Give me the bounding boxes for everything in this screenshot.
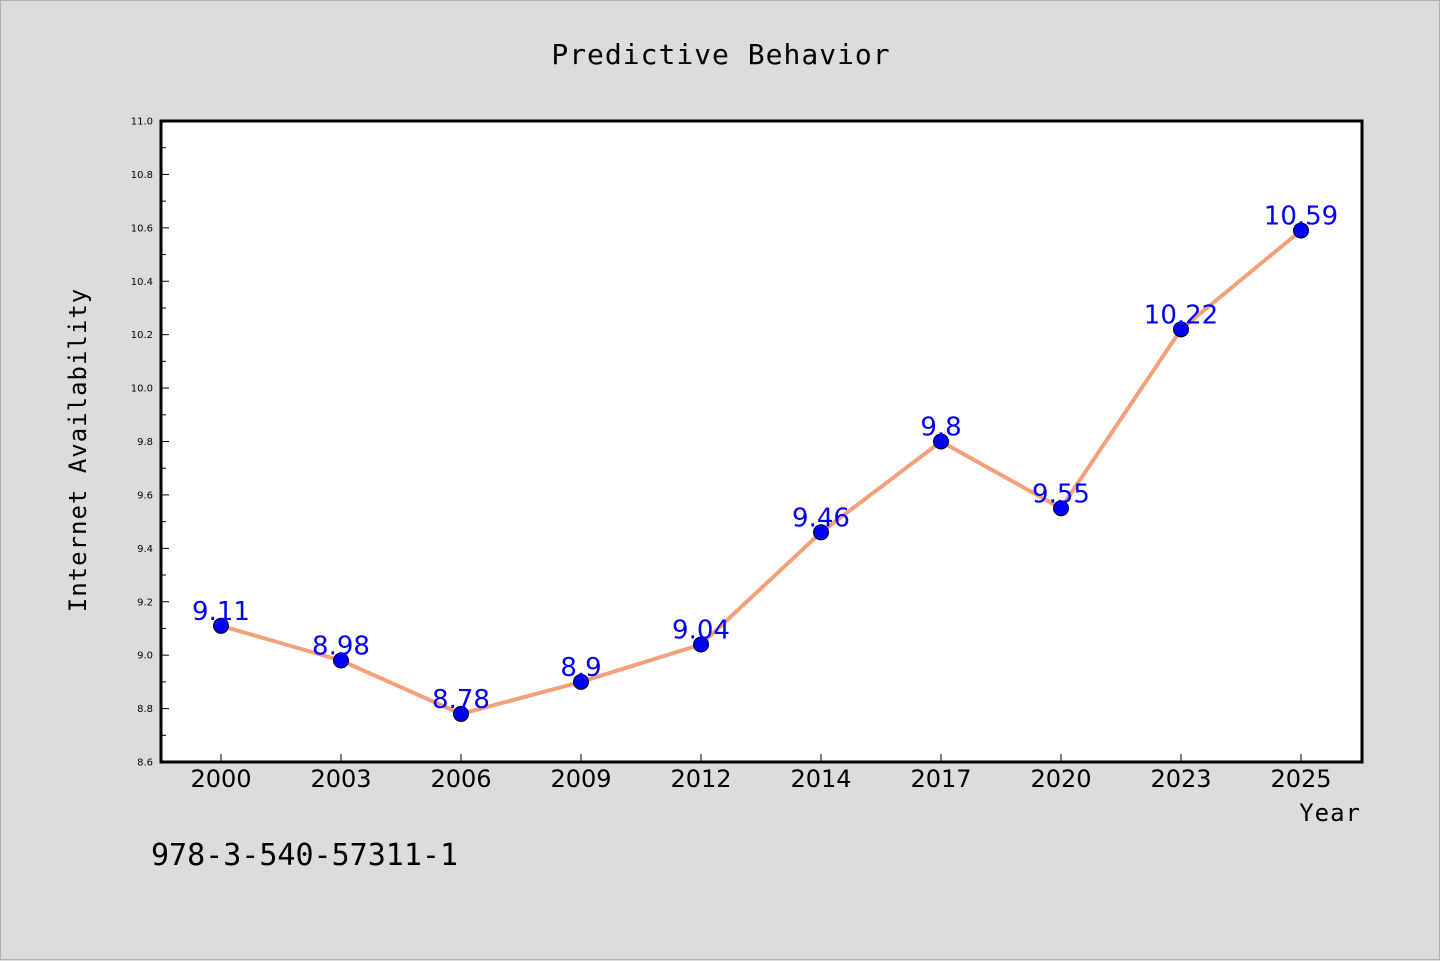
x-tick-label: 2020 xyxy=(1030,765,1091,793)
data-point xyxy=(933,433,949,450)
data-label: 10.22 xyxy=(1144,300,1218,330)
x-tick-label: 2017 xyxy=(910,765,971,793)
y-tick-label: 9.4 xyxy=(137,544,153,555)
x-tick-label: 2012 xyxy=(670,765,731,793)
data-label: 10.59 xyxy=(1264,202,1338,232)
y-tick-label: 9.8 xyxy=(137,437,153,448)
y-tick-label: 8.8 xyxy=(137,704,153,715)
data-label: 9.46 xyxy=(792,503,850,533)
footer-code: 978-3-540-57311-1 xyxy=(151,838,458,873)
x-axis-ticks: 2000 2003 2006 2009 2012 2014 2017 2020 2023 2025 xyxy=(190,754,1332,793)
x-tick-label: 2023 xyxy=(1150,765,1211,793)
data-label: 9.04 xyxy=(672,615,730,645)
y-axis-ticks: 8.6 8.8 9.0 9.2 9.4 9.6 9.8 10.0 10.2 10.4 10.6 10.… xyxy=(131,117,169,769)
x-tick-label: 2000 xyxy=(190,765,251,793)
data-label: 8.78 xyxy=(432,685,490,715)
data-label: 8.98 xyxy=(312,632,370,662)
y-tick-label: 9.2 xyxy=(137,597,153,608)
data-point xyxy=(693,636,709,653)
data-label: 9.8 xyxy=(920,413,961,443)
x-tick-label: 2006 xyxy=(430,765,491,793)
series-line xyxy=(220,228,1303,716)
y-tick-label: 10.6 xyxy=(131,223,153,234)
x-axis-label: Year xyxy=(1299,799,1361,827)
data-point xyxy=(453,705,469,722)
data-label: 8.9 xyxy=(560,653,601,683)
data-point xyxy=(813,524,829,541)
data-label: 9.55 xyxy=(1032,479,1090,509)
x-tick-label: 2014 xyxy=(790,765,851,793)
y-tick-label: 8.6 xyxy=(137,758,153,769)
x-tick-label: 2025 xyxy=(1270,765,1331,793)
y-tick-label: 9.6 xyxy=(137,490,153,501)
data-label: 9.11 xyxy=(192,597,250,627)
data-point xyxy=(213,617,229,634)
y-tick-label: 10.4 xyxy=(131,277,153,288)
y-tick-label: 10.0 xyxy=(131,384,153,395)
x-tick-label: 2003 xyxy=(310,765,371,793)
x-tick-label: 2009 xyxy=(550,765,611,793)
series-markers xyxy=(213,222,1309,722)
data-point xyxy=(1053,500,1069,517)
data-point xyxy=(333,652,349,669)
y-tick-label: 9.0 xyxy=(137,651,153,662)
data-labels: 9.11 8.98 8.78 8.9 9.04 9.46 9.8 9.55 10.22 10.59 xyxy=(192,202,1338,715)
plot-area xyxy=(159,119,1364,764)
chart-title: Predictive Behavior xyxy=(551,38,890,71)
y-tick-label: 11.0 xyxy=(131,117,153,128)
data-point xyxy=(573,673,589,690)
y-tick-label: 10.2 xyxy=(131,330,153,341)
y-tick-label: 10.8 xyxy=(131,170,153,181)
y-axis-label: Internet Availability xyxy=(64,288,92,612)
data-point xyxy=(1293,222,1309,239)
data-point xyxy=(1173,321,1189,338)
